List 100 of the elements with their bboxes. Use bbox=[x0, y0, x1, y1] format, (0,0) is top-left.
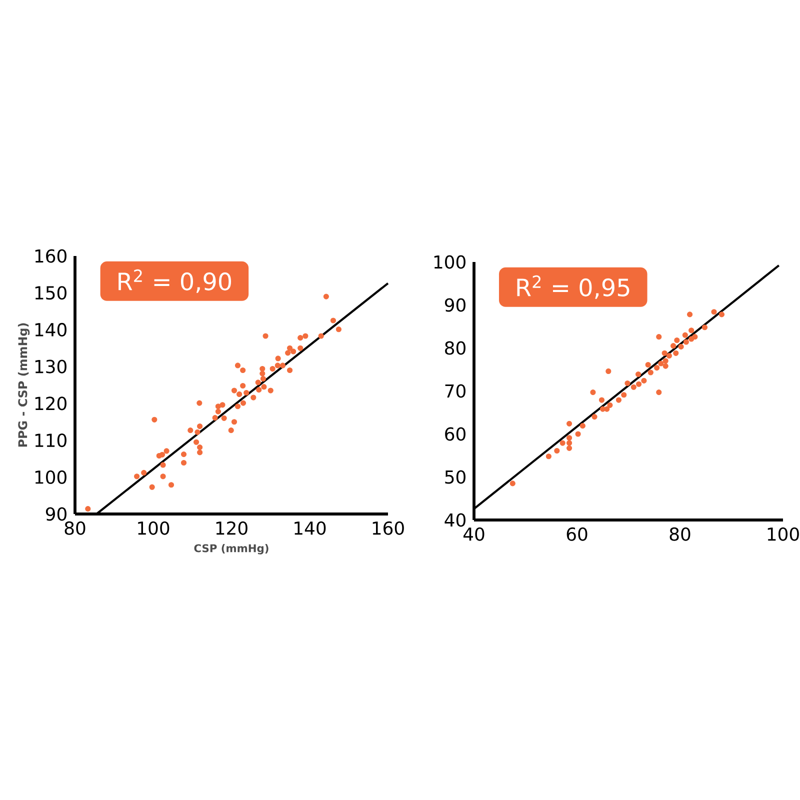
x-tick-label: 100 bbox=[138, 521, 170, 535]
point bbox=[197, 444, 203, 450]
y-tick-label: 60 bbox=[445, 427, 466, 441]
point bbox=[287, 367, 293, 374]
point bbox=[302, 333, 308, 339]
point bbox=[255, 380, 261, 386]
point bbox=[194, 429, 200, 435]
point bbox=[260, 370, 266, 376]
point bbox=[590, 390, 596, 396]
point bbox=[231, 419, 238, 425]
point bbox=[510, 480, 516, 486]
y-tick-label: 90 bbox=[46, 507, 66, 521]
point bbox=[560, 440, 566, 446]
point bbox=[641, 378, 647, 384]
point bbox=[624, 380, 630, 386]
point bbox=[159, 452, 166, 458]
y-tick-label: 150 bbox=[35, 286, 66, 300]
y-tick-label: 100 bbox=[434, 255, 466, 269]
point bbox=[554, 448, 560, 454]
point bbox=[260, 376, 266, 382]
point bbox=[566, 445, 572, 451]
x-tick-label: 80 bbox=[64, 521, 86, 535]
point bbox=[261, 384, 267, 390]
point bbox=[636, 381, 642, 387]
point bbox=[692, 334, 698, 340]
point bbox=[141, 470, 147, 476]
point bbox=[546, 454, 552, 460]
point bbox=[630, 384, 636, 390]
point bbox=[566, 435, 572, 441]
y-tick-label: 50 bbox=[445, 470, 466, 484]
y-tick-label: 80 bbox=[445, 341, 466, 355]
point bbox=[566, 440, 572, 446]
point bbox=[134, 474, 140, 480]
point bbox=[188, 428, 194, 434]
annotation: R$^{2}$ = 0,90 bbox=[118, 269, 232, 293]
point bbox=[645, 362, 651, 368]
point bbox=[580, 423, 586, 429]
y-tick-label: 70 bbox=[445, 384, 466, 398]
y-tick-label: 160 bbox=[35, 249, 66, 263]
point bbox=[682, 332, 688, 338]
point bbox=[648, 370, 654, 376]
x-axis-title: CSP (mmHg) bbox=[194, 544, 268, 554]
point bbox=[149, 484, 155, 490]
point bbox=[298, 345, 304, 351]
point bbox=[606, 368, 612, 374]
point bbox=[678, 344, 684, 350]
x-tick-label: 60 bbox=[566, 527, 588, 541]
point bbox=[240, 382, 246, 389]
point bbox=[275, 356, 281, 362]
point bbox=[662, 350, 668, 356]
point bbox=[270, 366, 276, 372]
y-tick-label: 100 bbox=[35, 470, 66, 484]
point bbox=[666, 352, 672, 359]
point bbox=[180, 452, 187, 458]
point bbox=[592, 414, 598, 420]
point bbox=[197, 450, 203, 456]
y-tick-label: 130 bbox=[35, 360, 66, 374]
point bbox=[280, 362, 286, 368]
point bbox=[160, 474, 166, 480]
point bbox=[330, 318, 336, 324]
point bbox=[687, 312, 693, 318]
point bbox=[287, 345, 293, 351]
point bbox=[231, 388, 238, 394]
point bbox=[240, 400, 246, 406]
point bbox=[221, 415, 227, 421]
point bbox=[662, 363, 668, 369]
point bbox=[575, 431, 581, 437]
point bbox=[240, 367, 246, 374]
y-tick-label: 140 bbox=[35, 322, 66, 336]
y-tick-label: 110 bbox=[35, 434, 66, 448]
point bbox=[616, 397, 622, 403]
point bbox=[236, 391, 242, 398]
point bbox=[212, 415, 218, 421]
x-tick-label: 40 bbox=[463, 527, 484, 541]
y-tick-label: 90 bbox=[444, 298, 466, 312]
point bbox=[658, 360, 664, 366]
x-tick-label: 140 bbox=[294, 521, 326, 535]
point bbox=[674, 337, 680, 344]
point bbox=[621, 392, 627, 398]
point bbox=[654, 364, 660, 371]
point bbox=[323, 294, 329, 300]
point bbox=[274, 362, 280, 368]
x-tick-label: 160 bbox=[372, 521, 404, 535]
point bbox=[220, 402, 226, 408]
point bbox=[656, 390, 662, 396]
point bbox=[656, 334, 662, 340]
point bbox=[670, 343, 676, 349]
point bbox=[215, 408, 221, 414]
point bbox=[215, 404, 221, 410]
point bbox=[244, 390, 250, 396]
point bbox=[285, 350, 291, 356]
point bbox=[636, 371, 642, 378]
point bbox=[164, 448, 170, 454]
point bbox=[228, 428, 234, 434]
point bbox=[168, 482, 174, 488]
point bbox=[260, 366, 266, 372]
point bbox=[250, 394, 256, 400]
x-tick-label: 100 bbox=[768, 527, 799, 541]
point bbox=[196, 400, 202, 406]
x-tick-label: 120 bbox=[216, 521, 248, 535]
